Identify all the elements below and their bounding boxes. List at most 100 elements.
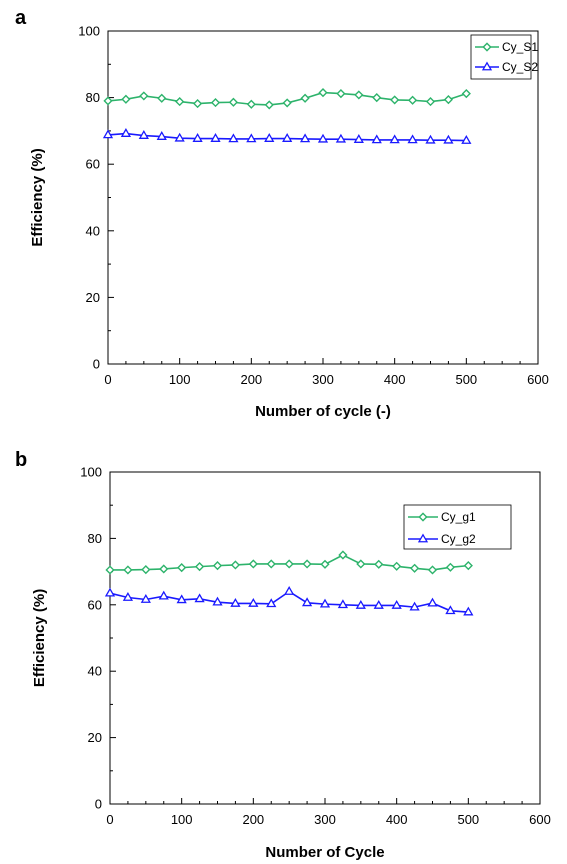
x-tick-label: 200 [242,812,264,827]
data-point [407,95,418,105]
legend-marker [417,533,429,543]
data-point [427,565,438,575]
data-point [228,133,239,143]
legend-entry: Cy_S1 [502,40,538,54]
data-point [194,593,205,603]
data-point [175,97,185,107]
data-point [104,587,116,597]
data-point [248,597,259,607]
data-point [354,90,364,100]
data-point [122,591,134,601]
data-point [407,134,418,144]
series-cy-s2 [102,128,472,144]
x-axis-title: Number of cycle (-) [255,403,391,420]
y-axis-title: Efficiency (%) [31,589,48,687]
data-point [264,133,275,142]
y-tick-label: 40 [86,223,100,238]
data-point [336,89,346,99]
data-point [409,563,420,573]
data-point [230,597,241,607]
data-point [192,133,203,142]
series-cy-s1 [103,88,471,110]
legend-entry: Cy_g2 [441,532,476,546]
panel-label: b [15,449,27,471]
data-point [353,134,364,143]
y-tick-label: 40 [88,664,102,679]
data-point [248,559,258,569]
x-tick-label: 600 [529,812,551,827]
x-tick-label: 300 [314,812,336,827]
data-point [156,131,167,140]
data-point [319,598,331,608]
data-point [389,134,400,144]
data-point [284,586,295,595]
data-point [425,97,436,107]
data-point [320,559,330,569]
data-point [300,93,310,103]
data-point [337,599,349,609]
x-tick-label: 400 [386,812,408,827]
x-tick-label: 500 [457,812,479,827]
plot-area-frame [107,30,539,365]
legend-marker [418,512,428,522]
data-point [212,561,223,571]
data-point [228,97,239,107]
data-point [159,564,169,574]
data-point [427,597,438,607]
data-point [105,565,115,575]
legend-entry: Cy_S2 [502,60,538,74]
data-point [158,590,169,600]
data-point [356,559,366,569]
data-point [194,562,205,572]
legend-marker [481,61,493,71]
y-tick-label: 100 [80,465,102,480]
legend: Cy_S1 Cy_S2 [470,34,538,80]
data-point [141,565,151,575]
data-point [409,601,420,611]
data-point [372,93,382,103]
data-point [374,559,384,569]
x-tick-label: 200 [240,372,262,387]
x-tick-label: 100 [169,372,191,387]
data-point [264,100,274,110]
y-tick-label: 20 [88,730,102,745]
legend-box [470,34,532,80]
data-point [177,563,187,573]
data-point [355,599,366,609]
data-point [246,133,257,143]
panel-a: a 0 20 40 60 80 100 0 100 200 300 400 500 600 Number o… [15,7,549,420]
data-point [443,134,454,144]
data-point [335,133,347,143]
data-point [121,94,131,104]
data-point [463,561,473,571]
data-point [461,89,471,99]
x-tick-label: 600 [527,372,549,387]
series-cy-g2 [104,586,474,616]
x-tick-label: 500 [455,372,477,387]
data-point [230,560,241,570]
y-tick-label: 60 [88,597,102,612]
data-point [139,91,149,101]
data-point [266,559,276,569]
y-tick-label: 20 [86,290,100,305]
y-tick-label: 80 [86,90,100,105]
data-point [443,95,454,105]
data-point [317,133,329,143]
data-point [461,135,472,144]
data-point [392,561,402,571]
data-point [445,562,456,572]
data-point [123,565,133,575]
data-point [299,133,311,143]
data-point [338,550,348,560]
data-point [176,594,187,604]
data-point [246,99,256,109]
x-tick-label: 0 [106,812,113,827]
panel-b: b 0 20 40 60 80 100 0 100 200 300 400 500 600 Number o… [15,449,551,861]
data-point [318,88,328,98]
legend: Cy_g1 Cy_g2 [403,504,512,550]
data-point [282,133,293,142]
x-tick-label: 0 [104,372,111,387]
data-point [284,559,294,569]
data-point [390,95,400,105]
data-point [103,96,113,106]
